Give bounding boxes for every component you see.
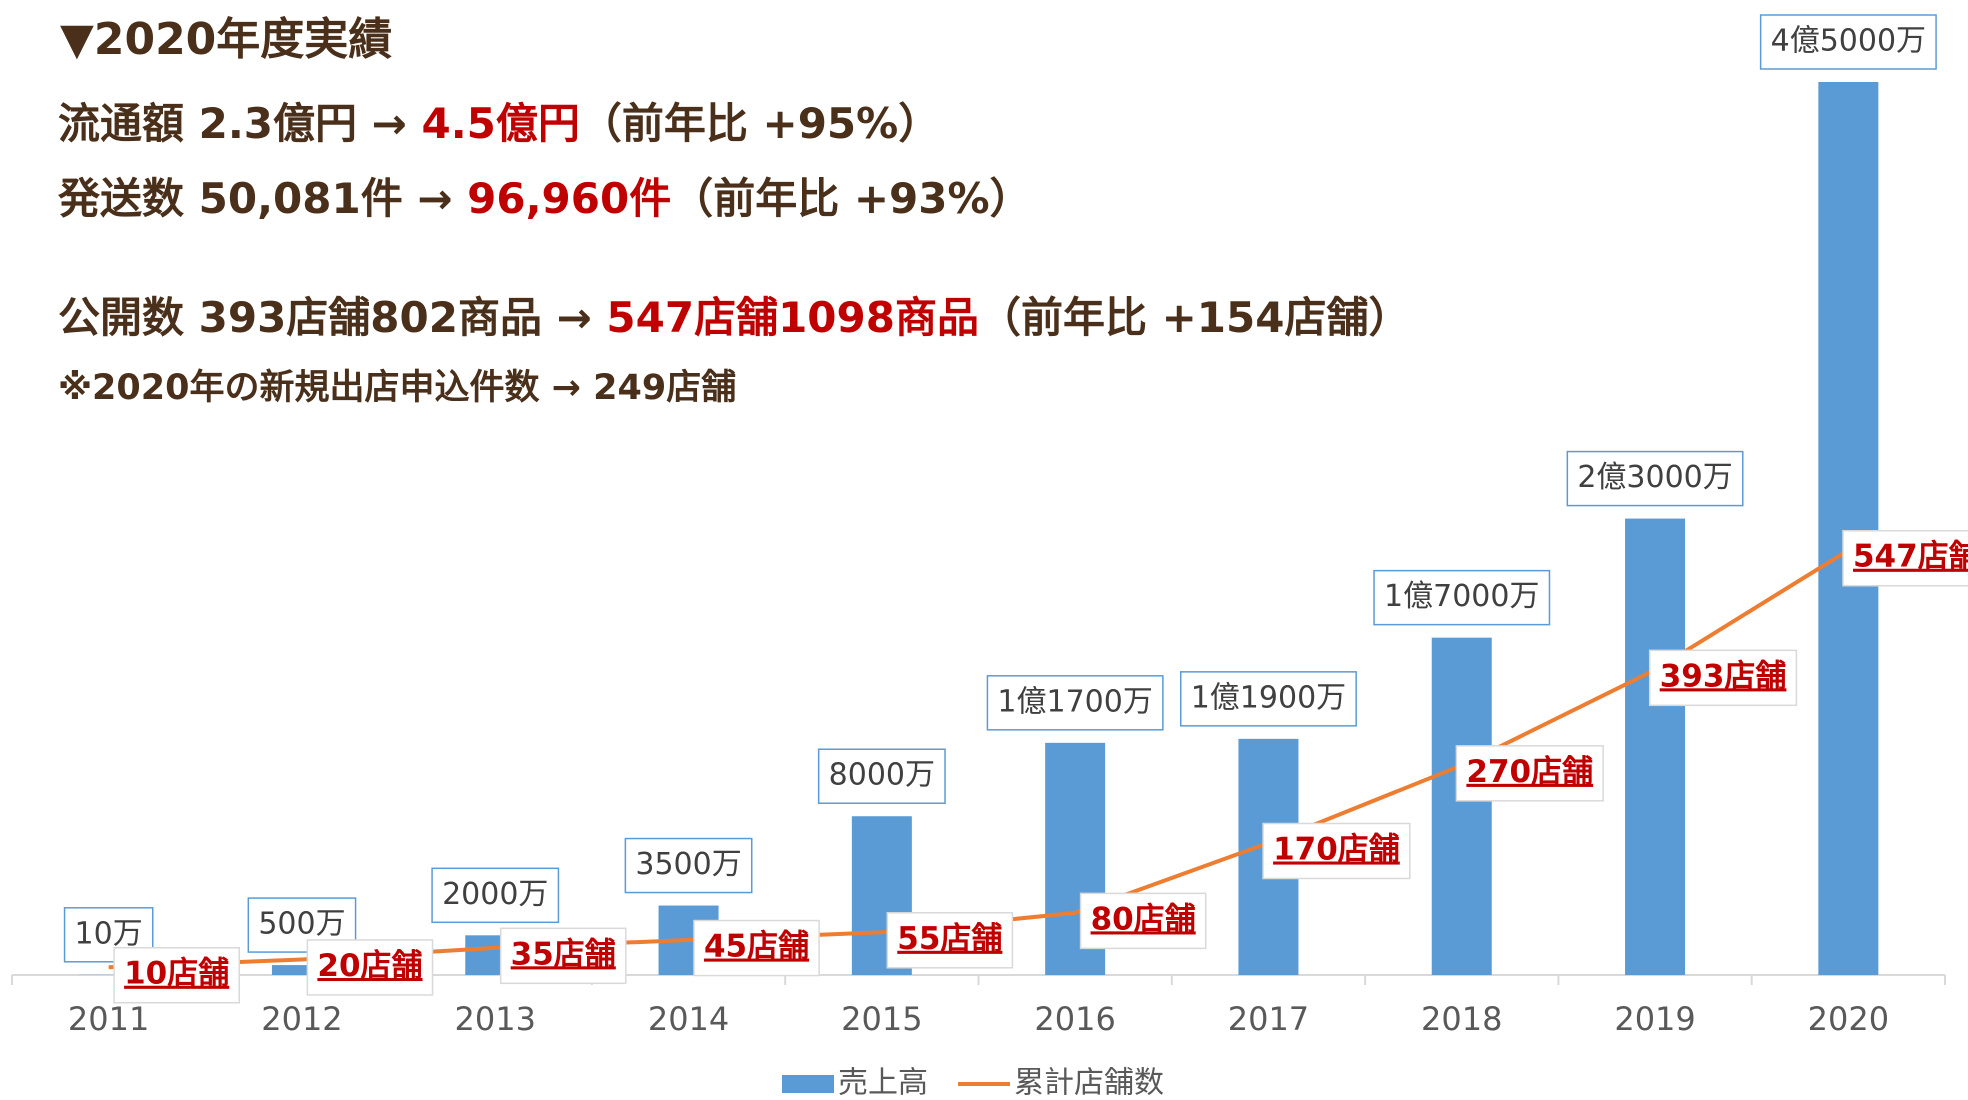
header-highlight: 4.5億円 [421,99,579,148]
data-label-box [1566,450,1744,507]
data-label-text: 270店舗 [1466,754,1593,790]
data-label-text: 1億1700万 [997,684,1152,719]
data-label: 547店舗 [1842,529,1968,587]
data-label: 45店舗 [693,919,820,977]
x-tick-label: 2013 [455,1000,536,1038]
legend-label: 累計店舗数 [1014,1066,1164,1100]
bar [1625,518,1686,975]
data-label-text: 4億5000万 [1771,24,1926,59]
x-tick-label: 2016 [1034,1000,1115,1038]
data-label-box [113,946,240,1004]
data-label-text: 20店舗 [317,948,422,984]
data-label: 2000万 [431,867,560,924]
data-label-box [886,912,1014,969]
legend-swatch [782,1075,834,1093]
data-label: 20店舗 [306,939,434,996]
bar [1818,82,1879,975]
data-label-text: 1億7000万 [1384,579,1539,614]
header-highlight: 96,960件 [467,174,671,223]
header-title: ▼2020年度実績 [60,14,392,65]
x-tick-label: 2020 [1808,1000,1889,1038]
x-tick-label: 2019 [1614,1000,1695,1038]
data-label-text: 2000万 [442,877,548,912]
data-label-box [1455,745,1604,802]
data-label-box [986,675,1164,731]
data-label: 1億7000万 [1373,569,1551,626]
data-label: 80店舗 [1079,892,1207,950]
bar [271,965,332,975]
data-label-text: 10店舗 [124,956,229,992]
x-tick-label: 2018 [1421,1000,1502,1038]
data-label: 55店舗 [886,912,1014,969]
data-label-box [1648,649,1798,707]
data-label: 1億1900万 [1179,671,1357,727]
header-text: 公開数 393店舗802商品 → [58,293,606,342]
data-label-box [1179,671,1357,727]
header-text: 発送数 50,081件 → [58,174,467,223]
data-label-text: 3500万 [635,847,741,882]
data-label-text: 8000万 [829,758,935,793]
data-label-box [624,837,753,894]
data-label-box [1842,529,1968,587]
data-label-text: 10万 [75,916,143,951]
data-label: 4億5000万 [1759,14,1937,70]
x-tick-label: 2014 [648,1000,729,1038]
data-label-box [1759,14,1937,70]
data-label-box [693,919,820,977]
data-label: 170店舗 [1262,822,1411,880]
data-label-box [817,748,946,804]
data-label-text: 55店舗 [897,921,1002,957]
header-text: （前年比 +93%） [671,174,1031,223]
header-highlight: 547店舗1098商品 [606,293,979,342]
data-label-text: 547店舗 [1853,539,1968,575]
data-label: 1億1700万 [986,675,1164,731]
header-line: 流通額 2.3億円 → 4.5億円（前年比 +95%） [58,99,940,148]
data-label: 270店舗 [1455,745,1604,802]
data-label: 8000万 [817,748,946,804]
x-tick-label: 2017 [1228,1000,1309,1038]
bar [1431,637,1492,975]
x-tick-label: 2012 [261,1000,342,1038]
data-label-text: 500万 [258,907,345,942]
x-tick-label: 2011 [68,1000,149,1038]
header-text: （前年比 +95%） [580,99,940,148]
data-label-box [1079,892,1207,950]
data-label-text: 1億1900万 [1191,680,1346,715]
data-label: 10店舗 [113,946,240,1004]
data-label-text: 80店舗 [1091,901,1196,937]
data-label-box [1262,822,1411,880]
data-label-box [431,867,560,924]
header-text: 流通額 2.3億円 → [58,99,421,148]
data-label-text: 393店舗 [1660,658,1787,694]
data-label: 2億3000万 [1566,450,1744,507]
data-label-text: 170店舗 [1273,831,1400,867]
data-label: 3500万 [624,837,753,894]
data-label-box [306,939,434,996]
header-text: （前年比 +154店舗） [979,293,1411,342]
header-line: 発送数 50,081件 → 96,960件（前年比 +93%） [58,174,1032,223]
data-label-box [499,927,627,985]
data-label: 393店舗 [1648,649,1798,707]
x-tick-label: 2015 [841,1000,922,1038]
data-label: 35店舗 [499,927,627,985]
data-label-box [1373,569,1551,626]
header-note: ※2020年の新規出店申込件数 → 249店舗 [58,368,736,408]
header-line: 公開数 393店舗802商品 → 547店舗1098商品（前年比 +154店舗） [58,293,1410,342]
data-label-text: 35店舗 [511,936,616,972]
data-label-text: 2億3000万 [1577,460,1732,495]
legend-label: 売上高 [838,1066,928,1100]
data-label-text: 45店舗 [704,929,809,965]
